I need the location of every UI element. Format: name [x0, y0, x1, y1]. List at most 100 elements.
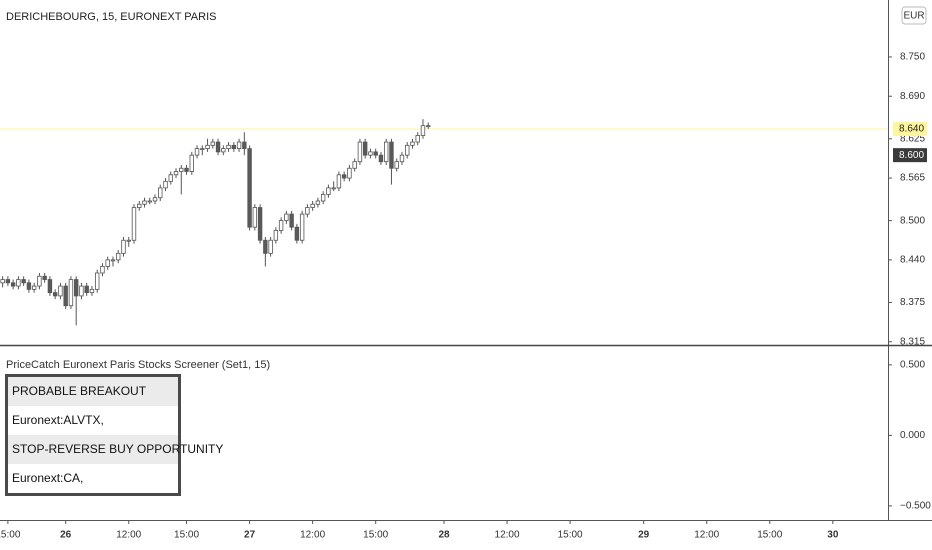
x-tick-label: 15:00: [174, 530, 199, 541]
candle-body: [415, 135, 420, 143]
x-tick-label: 12:00: [495, 530, 520, 541]
x-tick-label: 15:00: [0, 530, 21, 541]
candle-body: [410, 141, 415, 146]
candle-body: [399, 154, 405, 163]
candle-body: [268, 239, 273, 254]
candle-body: [420, 125, 426, 136]
candle-body: [257, 207, 263, 241]
y-tick-label: 8.565: [900, 173, 925, 184]
y-tick-label: −0.500: [900, 501, 931, 512]
candle-body: [210, 141, 216, 146]
indicator-title: PriceCatch Euronext Paris Stocks Screene…: [6, 359, 270, 371]
candle-body: [289, 213, 294, 228]
candle-body: [110, 259, 116, 262]
y-tick-label: 8.315: [900, 336, 925, 347]
candle-body: [137, 203, 142, 208]
candle-body: [131, 207, 137, 241]
candle-body: [299, 213, 305, 241]
candle-body: [205, 144, 210, 150]
candle-body: [79, 285, 84, 297]
candle-body: [273, 230, 279, 241]
x-tick-label: 15:00: [757, 530, 782, 541]
candle-body: [37, 275, 42, 287]
candle-body: [0, 279, 5, 284]
y-tick-label: 8.625: [900, 133, 925, 144]
x-tick-label: 28: [438, 530, 450, 541]
candle-body: [373, 151, 378, 156]
candle-body: [362, 141, 368, 156]
candle-body: [378, 154, 384, 163]
candle-body: [242, 141, 247, 150]
x-tick-label: 29: [638, 530, 650, 541]
x-tick-label: 15:00: [558, 530, 583, 541]
candle-body: [284, 213, 289, 222]
candle-body: [426, 125, 431, 128]
candle-body: [31, 285, 37, 290]
candle-body: [347, 167, 352, 179]
candle-body: [42, 275, 47, 280]
price-label-bg: [893, 148, 927, 163]
candle-body: [310, 203, 315, 208]
candle-body: [100, 266, 105, 274]
candle-body: [278, 220, 284, 231]
y-tick-label: 8.375: [900, 297, 925, 308]
candle-body: [231, 144, 237, 150]
candle-body: [305, 207, 310, 215]
candle-body: [68, 279, 74, 307]
candle-body: [147, 200, 152, 203]
candle-body: [89, 288, 95, 294]
currency-box[interactable]: [901, 6, 927, 25]
candle-body: [163, 180, 168, 189]
candle-body: [200, 148, 205, 151]
candle-body: [236, 141, 242, 150]
candle-body: [226, 144, 231, 150]
candle-body: [189, 154, 194, 172]
table-row: Euronext:ALVTX,: [12, 413, 104, 427]
y-tick-label: 8.750: [900, 52, 925, 63]
candle-body: [221, 148, 226, 153]
candle-body: [263, 239, 268, 254]
x-tick-label: 30: [827, 530, 839, 541]
candle-body: [5, 279, 11, 284]
candle-body: [16, 279, 21, 287]
candle-body: [320, 194, 326, 202]
y-tick-label: 8.500: [900, 215, 925, 226]
y-tick-label: 0.500: [900, 360, 925, 371]
candle-body: [63, 285, 68, 307]
candle-body: [252, 207, 258, 228]
screener-table: PROBABLE BREAKOUT Euronext:ALVTX, STOP-REV…: [5, 374, 223, 496]
candle-body: [126, 239, 131, 242]
candle-body: [352, 161, 357, 169]
x-tick-label: 27: [244, 530, 256, 541]
y-tick-label: 8.440: [900, 255, 925, 266]
candle-body: [95, 272, 100, 290]
table-header-row: STOP-REVERSE BUY OPPORTUNITY: [8, 435, 223, 464]
chart-title: DERICHEBOURG, 15, EURONEXT PARIS: [6, 11, 216, 23]
candle-body: [368, 151, 373, 156]
candle-body: [389, 141, 394, 169]
currency: EUR: [903, 11, 924, 22]
candle-body: [116, 252, 121, 261]
candle-body: [168, 174, 173, 182]
price-label: 8.640: [899, 124, 924, 135]
y-tick-label: 0.000: [900, 430, 925, 441]
table-header-row: PROBABLE BREAKOUT: [8, 377, 178, 406]
candle-body: [326, 187, 331, 195]
price-label-bg: [893, 121, 927, 136]
candle-body: [26, 282, 32, 290]
candle-body: [215, 141, 221, 153]
x-tick-label: 15:00: [363, 530, 388, 541]
candle-body: [152, 197, 158, 202]
x-tick-label: 12:00: [694, 530, 719, 541]
candle-body: [331, 187, 336, 190]
candle-body: [194, 148, 200, 156]
candle-body: [394, 161, 399, 169]
candle-body: [341, 174, 347, 179]
candle-body: [121, 239, 126, 254]
candle-body: [47, 279, 53, 294]
candle-body: [142, 200, 147, 205]
candle-body: [357, 141, 363, 163]
candle-body: [384, 141, 389, 163]
candle-body: [10, 282, 16, 287]
